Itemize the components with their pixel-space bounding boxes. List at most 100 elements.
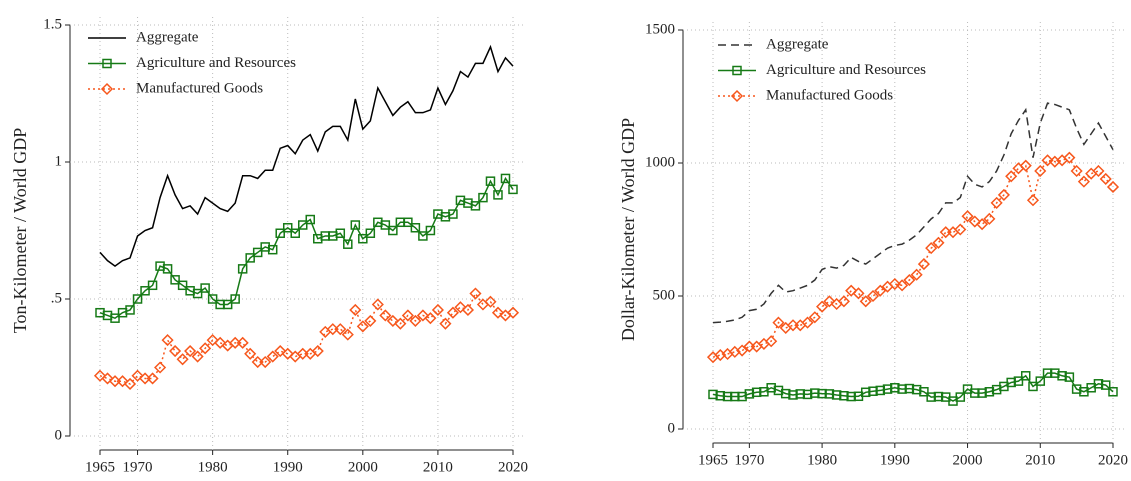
y-tick-label: .5 <box>51 290 62 306</box>
marker-diamond <box>961 210 974 223</box>
marker-square <box>305 214 316 225</box>
marker-square <box>102 58 112 69</box>
marker-square <box>237 264 248 274</box>
marker-diamond <box>765 335 778 348</box>
marker-diamond <box>976 218 989 231</box>
marker-diamond <box>1099 172 1112 186</box>
marker-square <box>132 294 143 304</box>
x-tick-label: 1965 <box>85 459 115 475</box>
marker-diamond <box>968 215 981 228</box>
marker-diamond <box>1070 164 1083 178</box>
marker-square <box>245 253 255 263</box>
series-line <box>99 44 514 268</box>
marker-diamond <box>424 312 437 325</box>
marker-diamond <box>161 334 174 347</box>
marker-diamond <box>1034 164 1047 178</box>
marker-diamond <box>1005 170 1018 183</box>
marker-diamond <box>409 314 422 327</box>
marker-square <box>200 283 210 293</box>
legend-label: Agriculture and Resources <box>766 62 926 78</box>
marker-diamond <box>146 372 159 385</box>
marker-square <box>380 220 391 230</box>
x-tick-label: 2000 <box>953 452 983 468</box>
marker-square <box>125 305 135 315</box>
marker-square <box>343 239 353 249</box>
marker-diamond <box>266 350 279 363</box>
marker-diamond <box>801 316 814 329</box>
y-axis-title: Ton-Kilometer / World GDP <box>10 128 30 333</box>
marker-square <box>478 192 488 203</box>
marker-square <box>388 225 398 236</box>
marker-diamond <box>845 284 858 297</box>
marker-square <box>410 223 421 233</box>
marker-square <box>485 176 496 186</box>
marker-diamond <box>184 344 197 358</box>
marker-diamond <box>214 336 227 349</box>
series-line <box>712 156 1114 358</box>
marker-diamond <box>334 323 347 336</box>
marker-diamond <box>1019 159 1032 172</box>
marker-square <box>493 190 503 200</box>
marker-square <box>297 220 308 230</box>
x-tick-label: 2010 <box>1025 452 1055 468</box>
x-tick-label: 1970 <box>734 452 764 468</box>
marker-diamond <box>116 375 129 388</box>
marker-square <box>147 280 158 291</box>
marker-diamond <box>1041 154 1054 167</box>
marker-diamond <box>123 377 137 391</box>
marker-diamond <box>910 268 923 281</box>
marker-diamond <box>730 89 744 103</box>
marker-diamond <box>401 309 414 322</box>
marker-diamond <box>866 289 880 303</box>
marker-diamond <box>169 344 182 358</box>
marker-square <box>207 294 218 304</box>
marker-square <box>919 387 929 397</box>
marker-diamond <box>341 328 354 341</box>
marker-square <box>403 217 413 228</box>
legend-label: Aggregate <box>766 36 829 52</box>
marker-diamond <box>281 347 294 360</box>
marker-square <box>170 275 180 285</box>
marker-diamond <box>356 320 369 333</box>
marker-square <box>1013 376 1024 386</box>
marker-diamond <box>199 342 212 355</box>
x-tick-label: 2000 <box>348 459 378 475</box>
y-tick-label: 500 <box>653 287 676 303</box>
marker-square <box>508 184 518 195</box>
marker-diamond <box>274 344 287 358</box>
marker-diamond <box>439 317 452 330</box>
marker-diamond <box>100 82 114 96</box>
marker-diamond <box>311 344 324 358</box>
marker-diamond <box>364 314 377 327</box>
marker-diamond <box>808 311 821 324</box>
marker-diamond <box>416 309 429 322</box>
marker-square <box>500 173 511 184</box>
marker-diamond <box>997 188 1010 201</box>
marker-square <box>335 228 346 238</box>
marker-square <box>230 294 240 304</box>
legend-label: Manufactured Goods <box>136 80 263 96</box>
marker-diamond <box>932 236 945 249</box>
marker-square <box>140 286 150 296</box>
marker-diamond <box>1063 151 1076 164</box>
marker-diamond <box>837 295 850 308</box>
y-tick-label: 1 <box>55 153 63 169</box>
series-line <box>99 292 514 385</box>
marker-diamond <box>461 303 475 317</box>
marker-square <box>267 244 278 255</box>
x-tick-label: 1970 <box>123 459 153 475</box>
series-line <box>99 176 514 320</box>
marker-diamond <box>925 242 938 255</box>
marker-diamond <box>469 287 482 300</box>
marker-square <box>177 280 188 291</box>
marker-diamond <box>954 223 967 236</box>
marker-diamond <box>484 295 497 308</box>
marker-diamond <box>874 284 887 297</box>
marker-square <box>358 233 368 244</box>
marker-diamond <box>386 314 399 327</box>
marker-square <box>470 201 481 211</box>
marker-square <box>1064 372 1075 382</box>
marker-diamond <box>154 361 167 374</box>
marker-diamond <box>431 303 444 317</box>
marker-square <box>350 220 361 230</box>
